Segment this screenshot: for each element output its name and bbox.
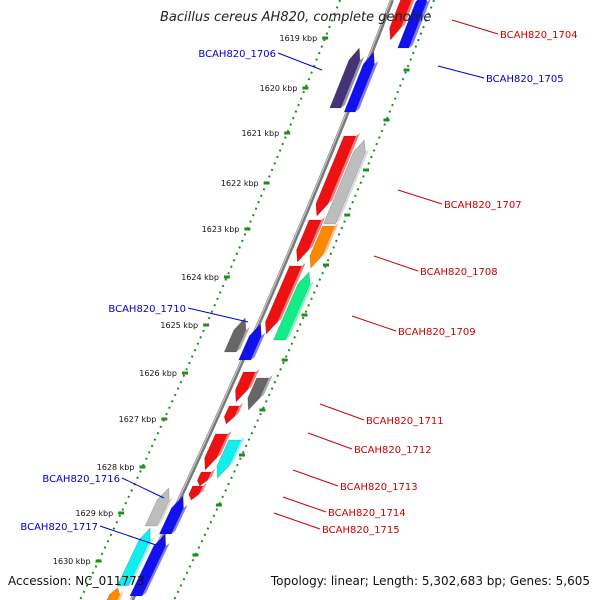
tick-label: 1627 kbp [119, 415, 157, 424]
gene-label-bcah820_1711[interactable]: BCAH820_1711 [366, 416, 444, 427]
gene-arrow-bcah820_1713b[interactable] [204, 431, 232, 471]
gene-label-bcah820_1707-leader [397, 189, 443, 205]
tick-label: 1625 kbp [160, 321, 198, 330]
gene-arrow-bcah820_1708[interactable] [296, 217, 326, 263]
gene-label-bcah820_1709[interactable]: BCAH820_1709 [398, 327, 476, 338]
gene-label-bcah820_1704[interactable]: BCAH820_1704 [500, 30, 578, 41]
label-layer: BCAH820_1704 BCAH820_1705 BCAH820_1706 BCAH… [20, 19, 578, 546]
gene-label-bcah820_1717[interactable]: BCAH820_1717 [20, 522, 98, 533]
gene-label-bcah820_1705[interactable]: BCAH820_1705 [486, 74, 564, 85]
gene-label-bcah820_1708-leader [373, 255, 419, 272]
tick-label: 1622 kbp [221, 179, 259, 188]
gene-label-bcah820_1717-leader [99, 525, 157, 546]
gene-arrow-bcah820_1717[interactable] [116, 527, 154, 587]
gene-arrow-bcah820_1712[interactable] [223, 403, 244, 425]
tick-label: 1623 kbp [202, 225, 240, 234]
gene-layer [105, 0, 431, 600]
gene-label-bcah820_1704-leader [451, 19, 499, 35]
gene-arrow-bcah820_1704[interactable] [389, 0, 420, 41]
tick-label: 1624 kbp [181, 273, 219, 282]
gene-arrow-bcah820_1711b[interactable] [235, 369, 260, 403]
tick-label: 1629 kbp [75, 509, 113, 518]
gene-label-bcah820_1715-leader [273, 512, 321, 530]
gene-label-bcah820_1710[interactable]: BCAH820_1710 [108, 304, 186, 315]
gene-label-bcah820_1711-leader [319, 403, 365, 421]
gene-label-bcah820_1708[interactable]: BCAH820_1708 [420, 267, 498, 278]
gene-label-bcah820_1713-leader [292, 469, 339, 487]
gene-label-bcah820_1712-leader [307, 432, 353, 450]
tick-label: 1626 kbp [139, 369, 177, 378]
gene-arrow-bcah820_1710[interactable] [223, 317, 250, 353]
gene-label-bcah820_1714[interactable]: BCAH820_1714 [328, 508, 406, 519]
gene-label-bcah820_1705-leader [437, 65, 485, 79]
tick-label: 1620 kbp [260, 84, 298, 93]
gene-label-bcah820_1713[interactable]: BCAH820_1713 [340, 482, 418, 493]
gene-label-bcah820_1709-leader [351, 315, 397, 332]
gene-label-bcah820_1707[interactable]: BCAH820_1707 [444, 200, 522, 211]
gene-arrow-bcah820_1710b[interactable] [238, 323, 266, 361]
gene-label-bcah820_1716-leader [121, 477, 165, 499]
gene-arrow-bcah820_1709[interactable] [265, 263, 306, 335]
gene-arrow-bcah820_1711[interactable] [247, 375, 273, 411]
gene-arrow-partial[interactable] [105, 587, 124, 600]
gene-arrow-bcah820_1707b[interactable] [323, 139, 370, 225]
gene-label-bcah820_1710-leader [187, 307, 249, 323]
gene-arrow-bcah820_1709b[interactable] [273, 271, 314, 341]
gene-label-bcah820_1716[interactable]: BCAH820_1716 [42, 474, 120, 485]
tick-label: 1619 kbp [279, 34, 317, 43]
gene-arrow-bcah820_1706[interactable] [329, 47, 364, 109]
gene-arrow-bcah820_1715[interactable] [188, 483, 207, 501]
gene-label-bcah820_1706-leader [277, 52, 323, 71]
gene-arrow-bcah820_1714[interactable] [196, 469, 216, 487]
genome-title: Bacillus cereus AH820, complete genome [160, 10, 432, 25]
gene-label-bcah820_1706[interactable]: BCAH820_1706 [198, 49, 276, 60]
gene-label-bcah820_1714-leader [282, 496, 327, 513]
gene-arrow-bcah820_1707[interactable] [315, 133, 360, 217]
gene-label-bcah820_1712[interactable]: BCAH820_1712 [354, 445, 432, 456]
tick-layer: 1619 kbp 1620 kbp 1621 kbp 1622 kbp 1623 kbp… [53, 34, 410, 566]
gene-arrow-bcah820_1705b[interactable] [343, 51, 379, 113]
tick-label: 1621 kbp [241, 129, 279, 138]
tick-label: 1628 kbp [97, 463, 135, 472]
gene-arrow-bcah820_1713[interactable] [216, 437, 245, 479]
tick-label: 1630 kbp [53, 557, 91, 566]
gene-arrow-bcah820_1705[interactable] [397, 0, 431, 49]
accession-text: Accession: NC_011773 [8, 574, 145, 588]
gene-arrow-bcah820_1717b[interactable] [129, 533, 170, 597]
topology-text: Topology: linear; Length: 5,302,683 bp; … [270, 574, 590, 588]
gene-arrow-bcah820_1708b[interactable] [309, 223, 339, 269]
gene-label-bcah820_1715[interactable]: BCAH820_1715 [322, 525, 400, 536]
